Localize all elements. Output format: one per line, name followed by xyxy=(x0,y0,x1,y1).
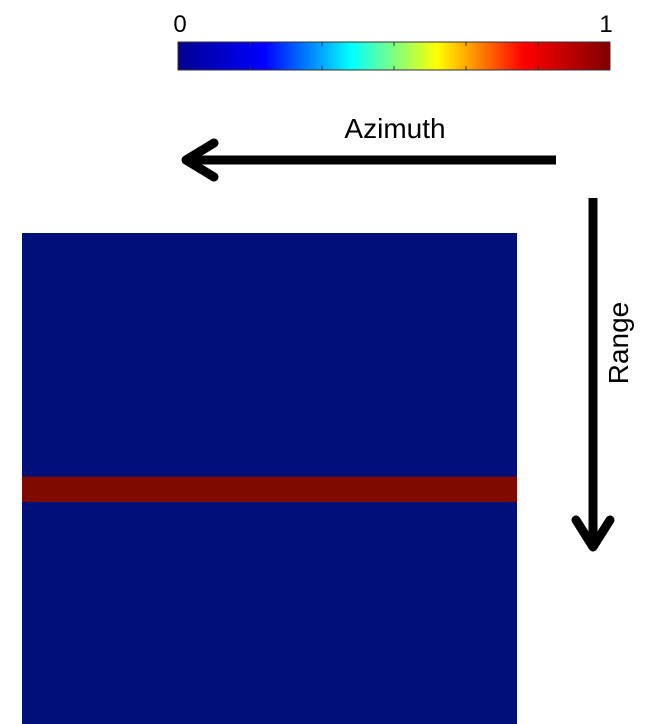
heatmap-image xyxy=(22,233,517,724)
heatmap-band xyxy=(22,476,517,503)
colorbar-min-label: 0 xyxy=(173,11,186,38)
range-label: Range xyxy=(603,302,634,385)
azimuth-arrow-head xyxy=(181,138,219,182)
colorbar-ticks xyxy=(249,42,539,70)
range-arrow xyxy=(571,198,615,552)
colorbar-max-label: 1 xyxy=(599,11,612,38)
range-arrow-head xyxy=(571,515,615,552)
azimuth-arrow xyxy=(181,138,556,182)
azimuth-label: Azimuth xyxy=(344,113,445,144)
colorbar: 0 1 xyxy=(173,11,613,71)
colorbar-bar xyxy=(177,41,611,71)
